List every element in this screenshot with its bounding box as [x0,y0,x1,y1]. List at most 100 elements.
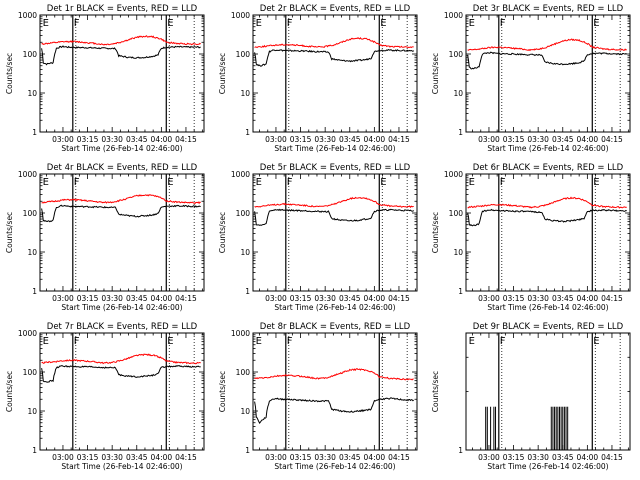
events-series-line [41,204,201,223]
y-axis-label: Counts/sec [431,212,440,253]
x-tick-label: 03:45 [552,294,574,303]
events-series-line [41,364,201,383]
y-tick-label: 10 [453,248,463,257]
x-tick-label: 03:30 [101,294,123,303]
x-tick-label: 03:30 [527,135,549,144]
segment-marker-label: F [287,336,293,347]
y-tick-label: 1000 [444,11,463,20]
y-tick-label: 1 [458,446,463,455]
plot-panel: Det 2r BLACK = Events, RED = LLD 1 10 100 10… [218,4,418,153]
lld-series-line [41,194,201,205]
events-series-line [467,208,627,227]
y-tick-label: 100 [23,209,38,218]
segment-marker-label: E [256,177,262,188]
y-tick-label: 100 [23,368,38,377]
y-tick-label: 1 [32,128,37,137]
segment-marker-label: E [380,177,386,188]
plot-title: Det 6r BLACK = Events, RED = LLD [473,163,624,173]
x-tick-label: 04:15 [388,135,410,144]
lld-series-line [254,36,414,49]
y-tick-label: 1 [245,287,250,296]
plot-title: Det 5r BLACK = Events, RED = LLD [260,163,411,173]
x-tick-label: 03:15 [290,453,312,462]
y-tick-label: 10 [453,89,463,98]
segment-marker-label: E [43,18,49,29]
x-tick-label: 04:00 [151,294,173,303]
x-tick-label: 03:15 [77,453,99,462]
x-tick-label: 03:15 [77,294,99,303]
x-axis-label: Start Time (26-Feb-14 02:46:00) [487,462,608,471]
y-tick-label: 1 [32,446,37,455]
y-tick-label: 1 [245,128,250,137]
y-tick-label: 1 [32,287,37,296]
segment-marker-label: F [287,18,293,29]
y-tick-label: 10 [27,248,37,257]
x-tick-label: 04:00 [364,294,386,303]
segment-marker-label: F [287,177,293,188]
events-series-line [254,397,415,425]
x-tick-label: 04:15 [388,453,410,462]
x-tick-label: 04:00 [577,294,599,303]
x-tick-label: 03:45 [552,135,574,144]
segment-marker-label: E [43,177,49,188]
segment-marker-label: E [593,177,599,188]
plot-panel: Det 6r BLACK = Events, RED = LLD 1 10 100 10… [431,163,631,312]
x-tick-label: 03:15 [290,135,312,144]
y-tick-label: 100 [236,368,251,377]
y-tick-label: 100 [449,209,464,218]
x-tick-label: 04:00 [151,135,173,144]
y-axis-label: Counts/sec [5,212,14,253]
segment-marker-label: E [167,18,173,29]
segment-marker-label: E [256,336,262,347]
y-tick-label: 100 [449,50,464,59]
x-tick-label: 03:45 [126,453,148,462]
x-tick-label: 03:30 [314,294,336,303]
plot-panel: Det 7r BLACK = Events, RED = LLD 1 10 100 10… [5,322,205,471]
x-tick-label: 03:00 [265,453,287,462]
y-tick-label: 100 [23,50,38,59]
y-tick-label: 1000 [18,170,37,179]
segment-marker-label: E [469,18,475,29]
x-tick-label: 03:15 [503,135,525,144]
x-tick-label: 03:00 [265,294,287,303]
plot-panel: Det 9r BLACK = Events, RED = LLD 1 Counts/… [431,322,631,471]
y-tick-label: 10 [240,248,250,257]
x-tick-label: 03:00 [52,453,74,462]
plot-frame [252,332,418,451]
y-tick-label: 10 [240,407,250,416]
plot-frame [39,14,205,133]
x-axis-label: Start Time (26-Feb-14 02:46:00) [61,303,182,312]
segment-marker-label: E [380,18,386,29]
events-series-line [254,49,415,67]
segment-marker-label: E [256,18,262,29]
x-tick-label: 03:00 [478,453,500,462]
y-axis-label: Counts/sec [5,53,14,94]
segment-marker-label: E [469,336,475,347]
x-tick-label: 04:15 [601,294,623,303]
y-tick-label: 1000 [18,11,37,20]
x-tick-label: 03:00 [478,294,500,303]
plot-title: Det 3r BLACK = Events, RED = LLD [473,4,624,14]
x-tick-label: 03:45 [339,294,361,303]
y-axis-label: Counts/sec [431,53,440,94]
x-tick-label: 03:15 [503,294,525,303]
events-series-line [254,208,415,226]
y-tick-label: 100 [236,50,251,59]
x-tick-label: 03:00 [52,294,74,303]
x-tick-label: 04:15 [175,135,197,144]
plot-title: Det 2r BLACK = Events, RED = LLD [260,4,411,14]
x-tick-label: 03:00 [265,135,287,144]
x-tick-label: 03:45 [339,135,361,144]
y-tick-label: 10 [27,89,37,98]
y-axis-label: Counts/sec [5,371,14,412]
y-tick-label: 1000 [444,170,463,179]
plot-frame [252,173,418,292]
lld-series-line [41,353,201,365]
segment-marker-label: F [500,177,506,188]
segment-marker-label: E [167,177,173,188]
y-tick-label: 1 [458,287,463,296]
y-tick-label: 10 [240,89,250,98]
x-tick-label: 03:00 [52,135,74,144]
plot-title: Det 8r BLACK = Events, RED = LLD [260,322,411,332]
x-axis-label: Start Time (26-Feb-14 02:46:00) [487,303,608,312]
